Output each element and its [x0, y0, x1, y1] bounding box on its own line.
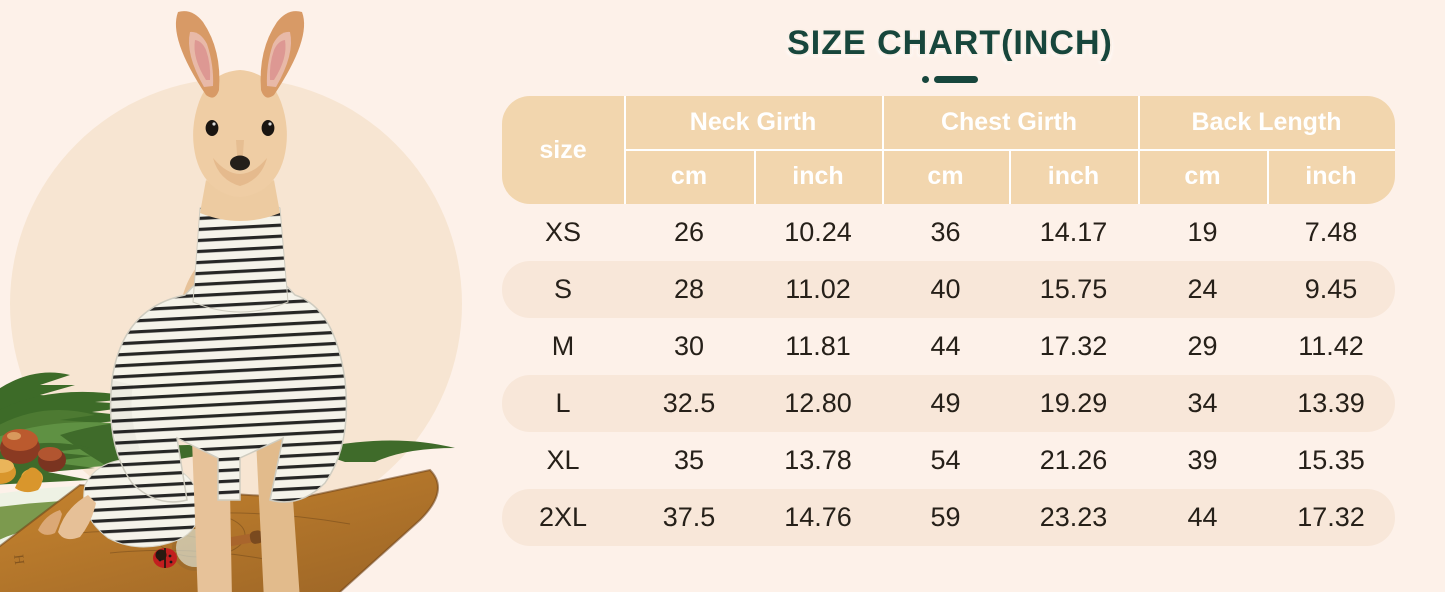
svg-text:H: H: [10, 554, 26, 566]
